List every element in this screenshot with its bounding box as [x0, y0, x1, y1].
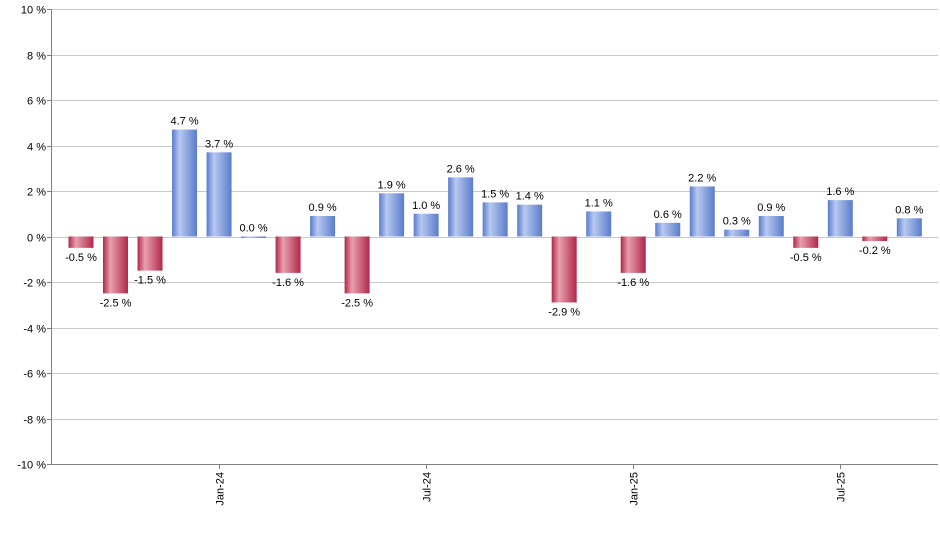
data-label: 2.6 %: [447, 163, 475, 175]
bar: [206, 152, 232, 237]
data-label: -2.5 %: [341, 297, 373, 309]
data-label: 1.1 %: [585, 197, 613, 209]
bar: [758, 216, 784, 237]
y-tick-label: -4 %: [23, 324, 46, 336]
bar: [344, 236, 370, 294]
data-label: 1.4 %: [516, 191, 544, 203]
data-label: 0.3 %: [723, 216, 751, 228]
data-label: 1.5 %: [481, 188, 509, 200]
bar: [310, 216, 336, 237]
bar: [724, 229, 750, 237]
data-label: 3.7 %: [205, 138, 233, 150]
data-label: -0.5 %: [65, 252, 97, 264]
data-label: -0.2 %: [859, 245, 891, 257]
y-tick-label: 4 %: [27, 142, 46, 154]
y-tick-label: 6 %: [27, 96, 46, 108]
data-label: 0.9 %: [309, 202, 337, 214]
bar: [241, 236, 267, 238]
data-label: 1.9 %: [378, 179, 406, 191]
data-labels: -0.5 %-2.5 %-1.5 %4.7 %3.7 %0.0 %-1.6 %0…: [65, 116, 924, 319]
bar: [827, 200, 853, 237]
data-label: 1.6 %: [826, 186, 854, 198]
bar: [413, 213, 439, 237]
data-label: -1.6 %: [272, 277, 304, 289]
bar: [620, 236, 646, 273]
bar: [275, 236, 301, 273]
bar: [68, 236, 94, 248]
y-tick-label: -2 %: [23, 278, 46, 290]
bar: [379, 193, 405, 237]
y-tick-label: -8 %: [23, 415, 46, 427]
x-tick-label: Jan-24: [215, 472, 227, 506]
bar: [862, 236, 888, 242]
bar: [793, 236, 819, 248]
bars: [68, 129, 922, 303]
data-label: -2.9 %: [548, 306, 580, 318]
bar: [137, 236, 163, 271]
data-label: 0.0 %: [239, 223, 267, 235]
data-label: -1.6 %: [617, 277, 649, 289]
y-tick-label: 2 %: [27, 187, 46, 199]
axes: [51, 9, 938, 465]
y-tick-label: -10 %: [17, 460, 46, 472]
x-axis-ticks: Jan-24 Jul-24 Jan-25 Jul-25: [215, 464, 848, 506]
bar: [172, 129, 198, 237]
y-tick-label: -6 %: [23, 369, 46, 381]
x-tick-label: Jan-25: [629, 472, 641, 506]
bar: [517, 204, 543, 237]
bar: [689, 186, 715, 237]
y-tick-label: 10 %: [21, 5, 46, 17]
bar: [482, 202, 508, 237]
data-label: 2.2 %: [688, 172, 716, 184]
data-label: 0.6 %: [654, 209, 682, 221]
bar: [103, 236, 129, 294]
bar: [586, 211, 612, 237]
x-tick-label: Jul-24: [422, 472, 434, 502]
x-tick-label: Jul-25: [836, 472, 848, 502]
bar: [896, 218, 922, 237]
data-label: -2.5 %: [100, 297, 132, 309]
bar: [655, 222, 681, 237]
data-label: 0.9 %: [757, 202, 785, 214]
data-label: 1.0 %: [412, 200, 440, 212]
data-label: 4.7 %: [170, 116, 198, 128]
data-label: -0.5 %: [790, 252, 822, 264]
data-label: 0.8 %: [895, 204, 923, 216]
y-axis-ticks: 10 % 8 % 6 % 4 % 2 % 0 % -2 % -4 % -6 % -8 % -10 %: [17, 5, 51, 472]
bar: [551, 236, 577, 303]
y-tick-label: 8 %: [27, 51, 46, 63]
data-label: -1.5 %: [134, 275, 166, 287]
bar: [448, 177, 474, 237]
y-tick-label: 0 %: [27, 233, 46, 245]
